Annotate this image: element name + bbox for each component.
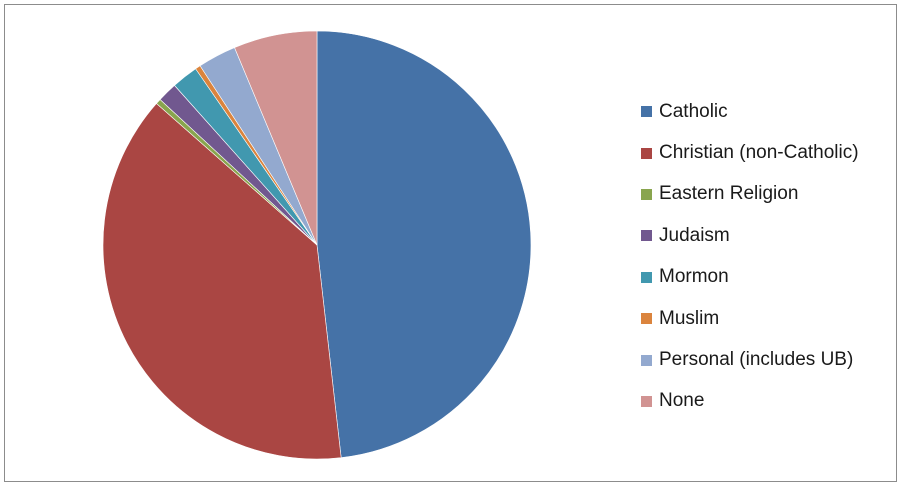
- pie-slice-none: [234, 30, 318, 246]
- legend-label: None: [659, 390, 705, 412]
- legend-swatch: [641, 147, 652, 159]
- legend-swatch: [641, 313, 652, 325]
- legend: Catholic Christian (non-Catholic) Eastern …: [641, 91, 859, 422]
- legend-swatch: [641, 188, 652, 200]
- legend-label: Mormon: [659, 266, 729, 288]
- legend-label: Catholic: [659, 100, 728, 122]
- legend-label: Eastern Religion: [659, 183, 799, 205]
- legend-label: Judaism: [659, 224, 730, 246]
- legend-swatch: [641, 106, 652, 118]
- legend-item: Personal (includes UB): [641, 339, 859, 380]
- pie-slice-catholic: [316, 30, 532, 458]
- legend-item: Christian (non-Catholic): [641, 132, 859, 173]
- legend-swatch: [641, 395, 652, 407]
- legend-swatch: [641, 230, 652, 242]
- legend-swatch: [641, 354, 652, 366]
- legend-item: Judaism: [641, 215, 859, 256]
- legend-item: None: [641, 381, 859, 422]
- legend-swatch: [641, 271, 652, 283]
- legend-item: Catholic: [641, 91, 859, 132]
- legend-item: Mormon: [641, 257, 859, 298]
- legend-item: Muslim: [641, 298, 859, 339]
- pie-chart: [102, 30, 532, 460]
- chart-frame: Catholic Christian (non-Catholic) Eastern …: [4, 4, 897, 482]
- pie-slice-christian-non-catholic: [102, 103, 342, 460]
- legend-label: Christian (non-Catholic): [659, 142, 859, 164]
- legend-label: Muslim: [659, 307, 720, 329]
- legend-label: Personal (includes UB): [659, 349, 854, 371]
- legend-item: Eastern Religion: [641, 174, 859, 215]
